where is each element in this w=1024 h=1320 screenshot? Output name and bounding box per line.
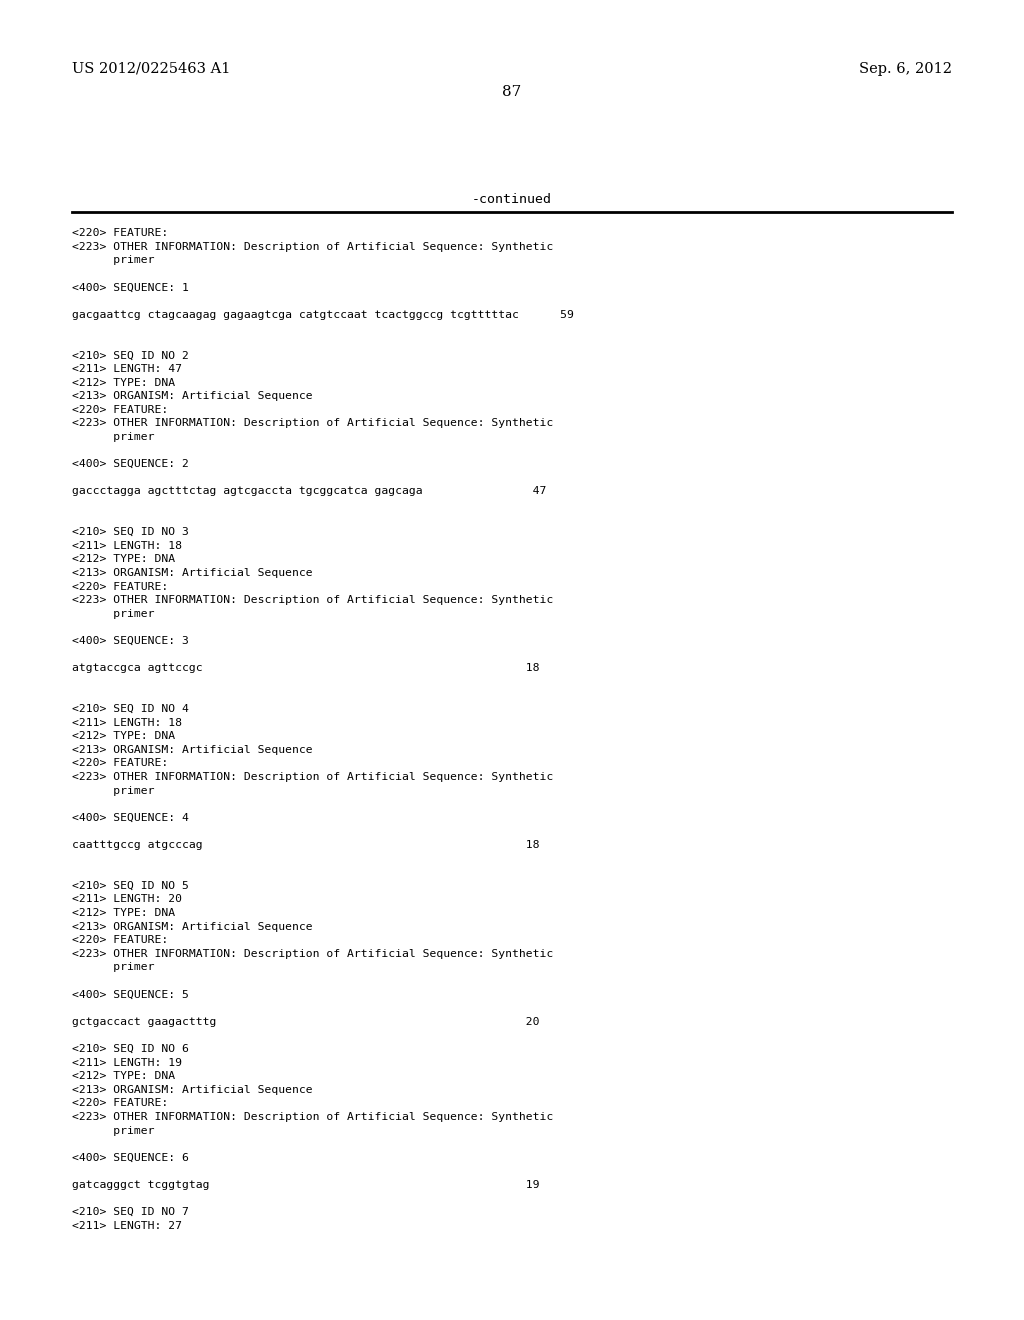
- Text: <213> ORGANISM: Artificial Sequence: <213> ORGANISM: Artificial Sequence: [72, 568, 312, 578]
- Text: <210> SEQ ID NO 2: <210> SEQ ID NO 2: [72, 350, 188, 360]
- Text: <223> OTHER INFORMATION: Description of Artificial Sequence: Synthetic: <223> OTHER INFORMATION: Description of …: [72, 595, 553, 605]
- Text: <212> TYPE: DNA: <212> TYPE: DNA: [72, 731, 175, 742]
- Text: <400> SEQUENCE: 4: <400> SEQUENCE: 4: [72, 813, 188, 822]
- Text: <220> FEATURE:: <220> FEATURE:: [72, 582, 168, 591]
- Text: Sep. 6, 2012: Sep. 6, 2012: [859, 62, 952, 77]
- Text: <211> LENGTH: 18: <211> LENGTH: 18: [72, 541, 182, 550]
- Text: primer: primer: [72, 609, 155, 619]
- Text: gaccctagga agctttctag agtcgaccta tgcggcatca gagcaga                47: gaccctagga agctttctag agtcgaccta tgcggca…: [72, 486, 547, 496]
- Text: <212> TYPE: DNA: <212> TYPE: DNA: [72, 1072, 175, 1081]
- Text: <211> LENGTH: 27: <211> LENGTH: 27: [72, 1221, 182, 1230]
- Text: <211> LENGTH: 19: <211> LENGTH: 19: [72, 1057, 182, 1068]
- Text: gatcagggct tcggtgtag                                              19: gatcagggct tcggtgtag 19: [72, 1180, 540, 1191]
- Text: atgtaccgca agttccgc                                               18: atgtaccgca agttccgc 18: [72, 663, 540, 673]
- Text: <213> ORGANISM: Artificial Sequence: <213> ORGANISM: Artificial Sequence: [72, 921, 312, 932]
- Text: <220> FEATURE:: <220> FEATURE:: [72, 1098, 168, 1109]
- Text: <213> ORGANISM: Artificial Sequence: <213> ORGANISM: Artificial Sequence: [72, 1085, 312, 1094]
- Text: <211> LENGTH: 20: <211> LENGTH: 20: [72, 895, 182, 904]
- Text: <213> ORGANISM: Artificial Sequence: <213> ORGANISM: Artificial Sequence: [72, 744, 312, 755]
- Text: <400> SEQUENCE: 2: <400> SEQUENCE: 2: [72, 459, 188, 469]
- Text: <220> FEATURE:: <220> FEATURE:: [72, 228, 168, 238]
- Text: <210> SEQ ID NO 4: <210> SEQ ID NO 4: [72, 704, 188, 714]
- Text: -continued: -continued: [472, 193, 552, 206]
- Text: <223> OTHER INFORMATION: Description of Artificial Sequence: Synthetic: <223> OTHER INFORMATION: Description of …: [72, 772, 553, 781]
- Text: <211> LENGTH: 47: <211> LENGTH: 47: [72, 364, 182, 374]
- Text: gctgaccact gaagactttg                                             20: gctgaccact gaagactttg 20: [72, 1016, 540, 1027]
- Text: <400> SEQUENCE: 1: <400> SEQUENCE: 1: [72, 282, 188, 293]
- Text: gacgaattcg ctagcaagag gagaagtcga catgtccaat tcactggccg tcgtttttac      59: gacgaattcg ctagcaagag gagaagtcga catgtcc…: [72, 310, 573, 319]
- Text: <210> SEQ ID NO 7: <210> SEQ ID NO 7: [72, 1208, 188, 1217]
- Text: <400> SEQUENCE: 6: <400> SEQUENCE: 6: [72, 1152, 188, 1163]
- Text: <211> LENGTH: 18: <211> LENGTH: 18: [72, 718, 182, 727]
- Text: <400> SEQUENCE: 3: <400> SEQUENCE: 3: [72, 636, 188, 645]
- Text: <223> OTHER INFORMATION: Description of Artificial Sequence: Synthetic: <223> OTHER INFORMATION: Description of …: [72, 949, 553, 958]
- Text: caatttgccg atgcccag                                               18: caatttgccg atgcccag 18: [72, 840, 540, 850]
- Text: <212> TYPE: DNA: <212> TYPE: DNA: [72, 378, 175, 388]
- Text: primer: primer: [72, 432, 155, 442]
- Text: <210> SEQ ID NO 3: <210> SEQ ID NO 3: [72, 527, 188, 537]
- Text: primer: primer: [72, 255, 155, 265]
- Text: <220> FEATURE:: <220> FEATURE:: [72, 935, 168, 945]
- Text: <223> OTHER INFORMATION: Description of Artificial Sequence: Synthetic: <223> OTHER INFORMATION: Description of …: [72, 1111, 553, 1122]
- Text: <210> SEQ ID NO 5: <210> SEQ ID NO 5: [72, 880, 188, 891]
- Text: <223> OTHER INFORMATION: Description of Artificial Sequence: Synthetic: <223> OTHER INFORMATION: Description of …: [72, 418, 553, 429]
- Text: <212> TYPE: DNA: <212> TYPE: DNA: [72, 554, 175, 565]
- Text: US 2012/0225463 A1: US 2012/0225463 A1: [72, 62, 230, 77]
- Text: <223> OTHER INFORMATION: Description of Artificial Sequence: Synthetic: <223> OTHER INFORMATION: Description of …: [72, 242, 553, 252]
- Text: <220> FEATURE:: <220> FEATURE:: [72, 405, 168, 414]
- Text: primer: primer: [72, 962, 155, 973]
- Text: primer: primer: [72, 1126, 155, 1135]
- Text: <220> FEATURE:: <220> FEATURE:: [72, 759, 168, 768]
- Text: <212> TYPE: DNA: <212> TYPE: DNA: [72, 908, 175, 917]
- Text: <400> SEQUENCE: 5: <400> SEQUENCE: 5: [72, 990, 188, 999]
- Text: primer: primer: [72, 785, 155, 796]
- Text: <213> ORGANISM: Artificial Sequence: <213> ORGANISM: Artificial Sequence: [72, 391, 312, 401]
- Text: 87: 87: [503, 84, 521, 99]
- Text: <210> SEQ ID NO 6: <210> SEQ ID NO 6: [72, 1044, 188, 1053]
